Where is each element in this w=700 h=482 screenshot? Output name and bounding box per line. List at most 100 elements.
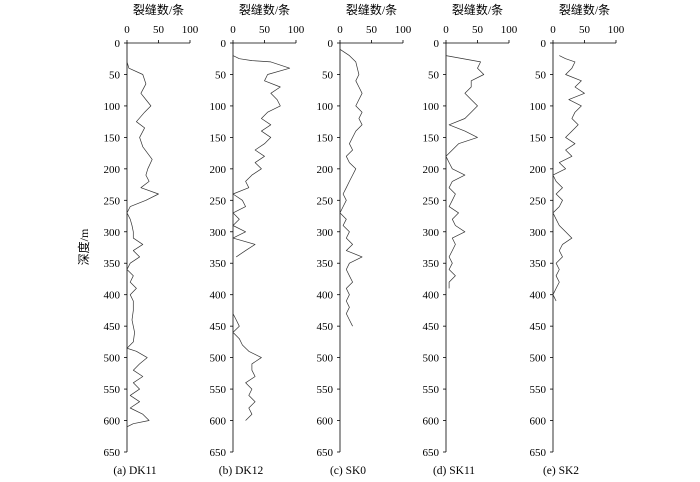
x-tick-label: 50 bbox=[153, 24, 165, 36]
y-tick-label: 600 bbox=[317, 416, 334, 428]
y-tick-label: 400 bbox=[317, 290, 334, 302]
y-tick-label: 350 bbox=[104, 258, 121, 270]
x-axis-title: 裂缝数/条 bbox=[346, 2, 397, 17]
x-tick-label: 100 bbox=[288, 24, 305, 36]
y-tick-label: 450 bbox=[317, 321, 334, 333]
y-tick-label: 600 bbox=[104, 416, 121, 428]
y-tick-label: 350 bbox=[317, 258, 334, 270]
x-tick-label: 0 bbox=[443, 24, 449, 36]
y-tick-label: 50 bbox=[428, 69, 440, 81]
x-tick-label: 50 bbox=[472, 24, 484, 36]
x-tick-label: 50 bbox=[579, 24, 591, 36]
x-axis-title: 裂缝数/条 bbox=[559, 2, 610, 17]
y-tick-label: 350 bbox=[423, 258, 440, 270]
y-tick-label: 550 bbox=[104, 384, 121, 396]
y-tick-label: 100 bbox=[104, 101, 121, 113]
y-tick-label: 0 bbox=[221, 38, 227, 50]
y-tick-label: 500 bbox=[423, 353, 440, 365]
panel-1: 裂缝数/条0 50 10005010015020025030035040045050… bbox=[104, 2, 199, 477]
y-tick-label: 0 bbox=[328, 38, 334, 50]
y-tick-label: 400 bbox=[104, 290, 121, 302]
y-tick-label: 650 bbox=[210, 447, 227, 459]
y-tick-label: 200 bbox=[104, 164, 121, 176]
x-tick-label: 0 bbox=[337, 24, 343, 36]
panel-3: 裂缝数/条0 50 10005010015020025030035040045050… bbox=[317, 2, 412, 477]
x-tick-label: 50 bbox=[259, 24, 271, 36]
y-tick-label: 400 bbox=[210, 290, 227, 302]
y-tick-label: 650 bbox=[530, 447, 547, 459]
series-line-1 bbox=[126, 61, 159, 428]
y-tick-label: 0 bbox=[434, 38, 440, 50]
series-line-1 bbox=[445, 55, 485, 289]
y-tick-label: 300 bbox=[423, 227, 440, 239]
series-line-1 bbox=[232, 55, 291, 258]
y-tick-label: 50 bbox=[215, 69, 227, 81]
y-tick-label: 550 bbox=[317, 384, 334, 396]
panel-5: 裂缝数/条0 50 10005010015020025030035040045050… bbox=[530, 2, 625, 477]
panel-caption: (b) DK12 bbox=[219, 465, 264, 477]
y-tick-label: 50 bbox=[535, 69, 547, 81]
y-tick-label: 250 bbox=[210, 195, 227, 207]
y-tick-label: 250 bbox=[423, 195, 440, 207]
series-line-1 bbox=[552, 55, 585, 302]
y-tick-label: 400 bbox=[530, 290, 547, 302]
y-tick-label: 100 bbox=[423, 101, 440, 113]
y-tick-label: 150 bbox=[104, 132, 121, 144]
y-tick-label: 200 bbox=[210, 164, 227, 176]
y-tick-label: 450 bbox=[210, 321, 227, 333]
y-tick-label: 150 bbox=[317, 132, 334, 144]
y-tick-label: 50 bbox=[322, 69, 334, 81]
x-tick-label: 100 bbox=[395, 24, 412, 36]
y-tick-label: 300 bbox=[530, 227, 547, 239]
y-tick-label: 50 bbox=[109, 69, 121, 81]
y-tick-label: 150 bbox=[530, 132, 547, 144]
y-tick-label: 0 bbox=[541, 38, 547, 50]
x-tick-label: 100 bbox=[182, 24, 199, 36]
y-tick-label: 550 bbox=[530, 384, 547, 396]
panel-caption: (a) DK11 bbox=[113, 465, 157, 477]
y-tick-label: 150 bbox=[423, 132, 440, 144]
y-tick-label: 600 bbox=[530, 416, 547, 428]
panel-4: 裂缝数/条0 50 10005010015020025030035040045050… bbox=[423, 2, 518, 477]
x-axis-title: 裂缝数/条 bbox=[133, 2, 184, 17]
x-tick-label: 100 bbox=[501, 24, 518, 36]
y-tick-label: 150 bbox=[210, 132, 227, 144]
y-tick-label: 550 bbox=[423, 384, 440, 396]
y-tick-label: 200 bbox=[317, 164, 334, 176]
y-tick-label: 400 bbox=[423, 290, 440, 302]
y-tick-label: 200 bbox=[423, 164, 440, 176]
y-axis-label: 深度/m bbox=[76, 228, 91, 265]
y-tick-label: 600 bbox=[210, 416, 227, 428]
x-tick-label: 50 bbox=[366, 24, 378, 36]
y-tick-label: 300 bbox=[104, 227, 121, 239]
y-tick-label: 250 bbox=[104, 195, 121, 207]
y-tick-label: 250 bbox=[317, 195, 334, 207]
panel-caption: (e) SK2 bbox=[543, 465, 579, 477]
y-tick-label: 200 bbox=[530, 164, 547, 176]
y-tick-label: 600 bbox=[423, 416, 440, 428]
x-tick-label: 0 bbox=[550, 24, 556, 36]
y-tick-label: 500 bbox=[530, 353, 547, 365]
y-tick-label: 350 bbox=[210, 258, 227, 270]
x-axis-title: 裂缝数/条 bbox=[239, 2, 290, 17]
y-tick-label: 500 bbox=[210, 353, 227, 365]
y-tick-label: 250 bbox=[530, 195, 547, 207]
y-tick-label: 0 bbox=[115, 38, 121, 50]
x-axis-title: 裂缝数/条 bbox=[452, 2, 503, 17]
y-tick-label: 100 bbox=[317, 101, 334, 113]
y-tick-label: 100 bbox=[530, 101, 547, 113]
series-line-2 bbox=[232, 313, 262, 421]
panel-caption: (c) SK0 bbox=[330, 465, 366, 477]
y-tick-label: 450 bbox=[423, 321, 440, 333]
y-tick-label: 650 bbox=[104, 447, 121, 459]
x-tick-label: 100 bbox=[608, 24, 625, 36]
y-tick-label: 650 bbox=[317, 447, 334, 459]
y-tick-label: 450 bbox=[530, 321, 547, 333]
y-tick-label: 350 bbox=[530, 258, 547, 270]
x-tick-label: 0 bbox=[124, 24, 130, 36]
y-tick-label: 500 bbox=[104, 353, 121, 365]
panel-caption: (d) SK11 bbox=[433, 465, 475, 477]
y-tick-label: 650 bbox=[423, 447, 440, 459]
y-tick-label: 450 bbox=[104, 321, 121, 333]
